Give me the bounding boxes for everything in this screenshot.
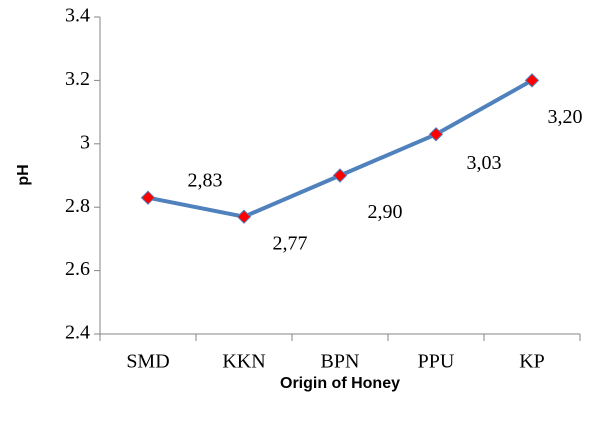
marker bbox=[524, 73, 540, 88]
y-axis-title: pH bbox=[15, 164, 32, 185]
y-tick-label: 3.4 bbox=[65, 5, 90, 27]
marker bbox=[428, 127, 444, 142]
y-tick-label: 3.2 bbox=[65, 68, 90, 90]
marker bbox=[140, 190, 156, 205]
x-tick-label: PPU bbox=[418, 351, 455, 373]
series-line bbox=[147, 78, 533, 219]
x-tick-label: BPN bbox=[321, 351, 360, 373]
x-axis-title: Origin of Honey bbox=[280, 375, 400, 392]
data-label: 2,83 bbox=[188, 169, 223, 191]
x-tick-label: KP bbox=[519, 351, 545, 373]
data-label: 3,03 bbox=[467, 152, 502, 174]
x-tick-label: SMD bbox=[126, 351, 169, 373]
y-tick-label: 2.4 bbox=[65, 322, 90, 344]
y-tick-label: 2.6 bbox=[65, 258, 90, 280]
marker bbox=[236, 209, 252, 224]
x-tick-label: KKN bbox=[222, 351, 265, 373]
marker bbox=[332, 168, 348, 183]
data-label: 2,77 bbox=[273, 232, 308, 254]
y-tick-label: 3 bbox=[80, 131, 90, 153]
data-label: 2,90 bbox=[368, 201, 403, 223]
data-label: 3,20 bbox=[548, 106, 583, 128]
y-tick-label: 2.8 bbox=[65, 195, 90, 217]
